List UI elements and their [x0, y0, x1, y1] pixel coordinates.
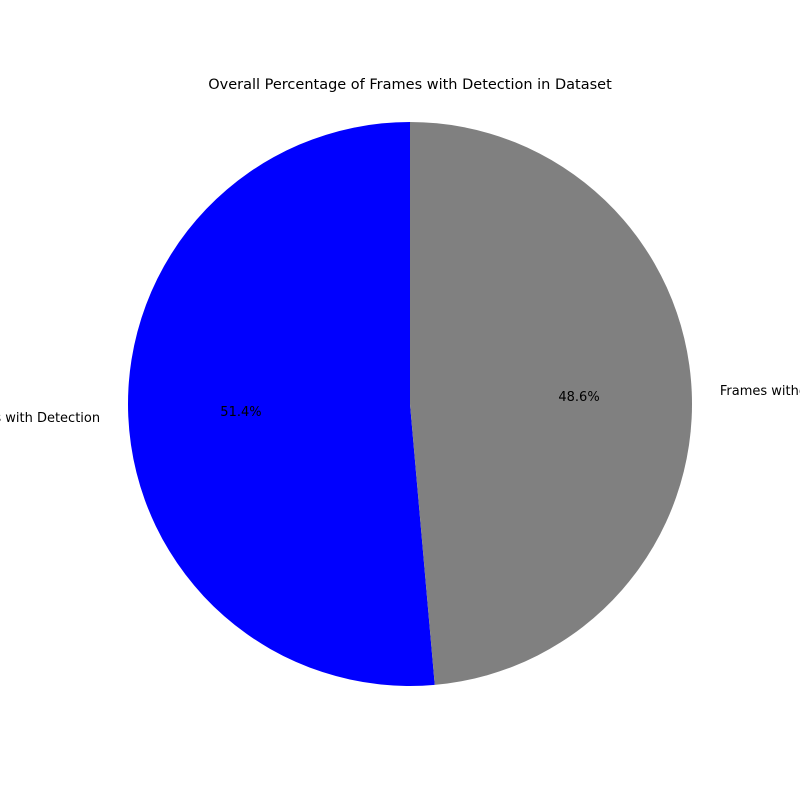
pie-slices: [128, 122, 693, 686]
pie-labels: 51.4% Frames with Detection 48.6% Frames wi…: [0, 384, 800, 426]
pie-slice-percent-1: 48.6%: [558, 390, 599, 405]
pie-slice-percent-0: 51.4%: [220, 405, 261, 420]
pie-slice-0: [128, 122, 435, 686]
pie-slice-label-0: Frames with Detection: [0, 411, 100, 426]
pie-slice-1: [410, 122, 693, 685]
pie-slice-label-1: Frames without Detection: [720, 384, 800, 399]
chart-title: Overall Percentage of Frames with Detect…: [208, 77, 612, 93]
